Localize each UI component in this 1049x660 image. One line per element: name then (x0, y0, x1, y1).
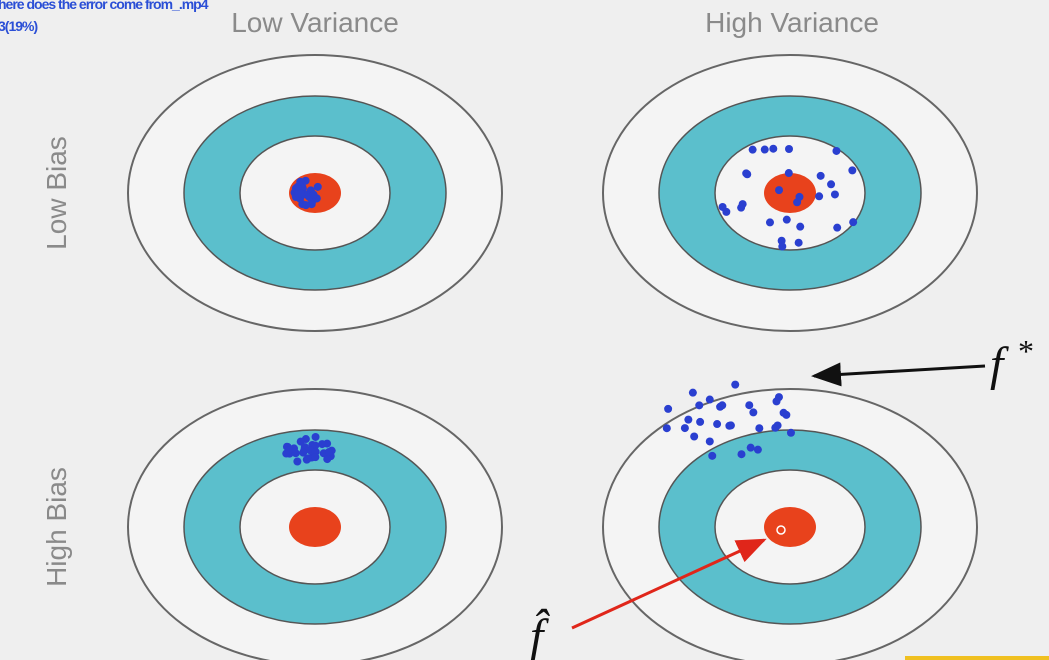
f-star: f (990, 338, 1009, 391)
targets (127, 54, 978, 660)
dot (325, 447, 334, 456)
dot (779, 408, 788, 417)
dots (282, 144, 858, 535)
dot (765, 218, 774, 227)
dot (662, 424, 671, 433)
dot (309, 190, 318, 199)
row-label: High Bias (41, 467, 72, 587)
dot (794, 238, 803, 247)
dot (725, 421, 734, 430)
dot (830, 190, 839, 199)
estimate (776, 525, 786, 535)
f-star-sup: * (1018, 333, 1034, 369)
arrow (811, 362, 986, 387)
dot (311, 432, 320, 441)
dot (848, 166, 857, 175)
progress: 3(19%) (0, 18, 37, 34)
dot (746, 443, 755, 452)
dot (753, 445, 762, 454)
dot (718, 202, 727, 211)
dot (749, 408, 758, 417)
dot (318, 440, 327, 449)
dot (815, 192, 824, 201)
dot (695, 401, 704, 410)
dot (784, 169, 793, 178)
dot (299, 448, 308, 457)
progress-bar (905, 656, 1049, 660)
dot (833, 223, 842, 232)
dot (731, 380, 740, 389)
dot (816, 171, 825, 180)
dot (304, 454, 313, 463)
dot (832, 146, 841, 155)
dot (782, 215, 791, 224)
dot (785, 144, 794, 153)
dot (690, 432, 699, 441)
dot (323, 455, 332, 464)
dot (795, 192, 804, 201)
dot (296, 177, 305, 186)
dot (742, 169, 751, 178)
dot (738, 200, 747, 209)
dot (769, 144, 778, 153)
dot (737, 450, 746, 459)
f-hat: f̂ (530, 607, 550, 660)
dot (311, 453, 320, 462)
dot (684, 415, 693, 424)
file-name: here does the error come from_.mp4 (0, 0, 209, 12)
dot (772, 397, 781, 406)
dot (301, 201, 310, 210)
column-label: High Variance (705, 7, 879, 38)
dot (705, 395, 714, 404)
dot (708, 451, 717, 460)
dot (827, 180, 836, 189)
dot (285, 446, 294, 455)
dot (773, 421, 782, 430)
dot (696, 417, 705, 426)
row-label: Low Bias (41, 136, 72, 250)
dot (680, 424, 689, 433)
dot (293, 457, 302, 466)
dot (745, 401, 754, 410)
dot (775, 186, 784, 195)
dot (705, 437, 714, 446)
dot (296, 437, 305, 446)
dot (718, 401, 727, 410)
dot (796, 222, 805, 231)
dot (313, 182, 322, 191)
dot (778, 242, 787, 251)
dot (760, 145, 769, 154)
bullseye (764, 507, 816, 547)
dot (688, 388, 697, 397)
dot (713, 420, 722, 429)
dot (755, 424, 764, 433)
dot (748, 145, 757, 154)
dot (664, 404, 673, 413)
dot (296, 189, 305, 198)
bullseye (289, 507, 341, 547)
arrow (571, 538, 767, 630)
dot (849, 218, 858, 227)
column-label: Low Variance (231, 7, 399, 38)
bullseye (764, 173, 816, 213)
dot (786, 428, 795, 437)
